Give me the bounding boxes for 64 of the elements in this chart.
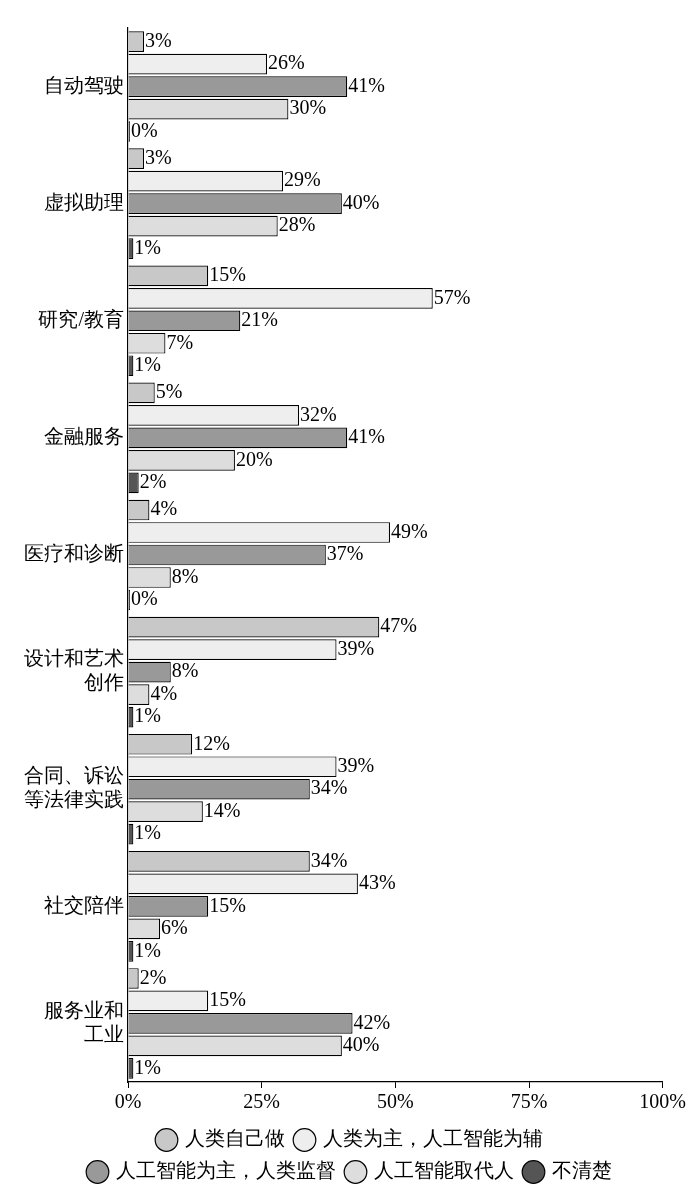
data-label: 8% — [171, 564, 199, 587]
data-label: 30% — [289, 96, 327, 119]
legend-label: 人工智能取代人 — [373, 1159, 514, 1182]
data-label: 21% — [241, 308, 278, 331]
legend-label: 不清楚 — [551, 1159, 612, 1182]
data-label: 42% — [353, 1010, 391, 1033]
legend-label: 人类为主，人工智能为辅 — [322, 1127, 543, 1150]
y-tick-label: 服务业和工业 — [44, 998, 124, 1045]
data-label: 15% — [209, 988, 246, 1011]
y-tick-label: 社交陪伴 — [44, 893, 124, 916]
data-label: 1% — [134, 704, 162, 727]
data-label: 3% — [145, 28, 172, 51]
y-tick-label: 金融服务 — [44, 425, 124, 448]
y-tick-label: 设计和艺术创作 — [24, 647, 124, 694]
data-label: 15% — [209, 263, 246, 286]
legend-label: 人类自己做 — [184, 1127, 285, 1150]
y-tick-label: 医疗和诊断 — [24, 542, 124, 565]
data-label: 37% — [326, 542, 364, 565]
x-tick-label: 75% — [510, 1090, 548, 1113]
data-label: 14% — [203, 798, 241, 821]
data-label: 4% — [150, 497, 178, 520]
data-label: 47% — [380, 614, 417, 637]
data-label: 6% — [161, 916, 188, 939]
data-label: 1% — [134, 938, 162, 961]
x-tick-label: 25% — [243, 1090, 280, 1113]
y-tick-label: 研究/教育 — [38, 308, 124, 331]
data-label: 12% — [193, 731, 230, 754]
data-label: 39% — [337, 753, 375, 776]
y-tick-label: 自动驾驶 — [44, 73, 124, 96]
data-label: 39% — [337, 636, 375, 659]
x-tick-label: 100% — [639, 1090, 687, 1113]
data-label: 57% — [433, 285, 471, 308]
data-label: 8% — [171, 659, 199, 682]
data-label: 28% — [278, 213, 316, 236]
data-label: 32% — [300, 402, 337, 425]
data-label: 3% — [145, 145, 172, 168]
data-label: 7% — [166, 330, 194, 353]
data-label: 41% — [348, 425, 385, 448]
data-label: 2% — [139, 470, 167, 493]
y-tick-label: 合同、诉讼等法律实践 — [24, 764, 124, 811]
data-label: 40% — [342, 1033, 380, 1056]
data-label: 1% — [134, 821, 162, 844]
data-label: 29% — [284, 168, 321, 191]
data-label: 1% — [134, 235, 162, 258]
data-label: 26% — [268, 51, 305, 74]
x-tick-label: 50% — [377, 1090, 414, 1113]
data-label: 20% — [235, 447, 273, 470]
data-label: 41% — [348, 73, 385, 96]
data-label: 0% — [131, 587, 158, 610]
data-label: 2% — [139, 965, 167, 988]
data-label: 15% — [209, 893, 246, 916]
data-label: 43% — [358, 871, 396, 894]
data-label: 4% — [150, 681, 178, 704]
data-label: 1% — [134, 1055, 162, 1078]
y-tick-label: 虚拟助理 — [44, 190, 124, 213]
data-label: 34% — [310, 776, 348, 799]
data-label: 49% — [390, 519, 428, 542]
legend-label: 人工智能为主，人类监督 — [115, 1159, 336, 1182]
data-label: 0% — [131, 118, 158, 141]
data-label: 5% — [155, 380, 183, 403]
data-label: 40% — [342, 190, 380, 213]
x-tick-label: 0% — [114, 1090, 142, 1113]
data-label: 1% — [134, 353, 162, 375]
data-label: 34% — [310, 848, 348, 871]
